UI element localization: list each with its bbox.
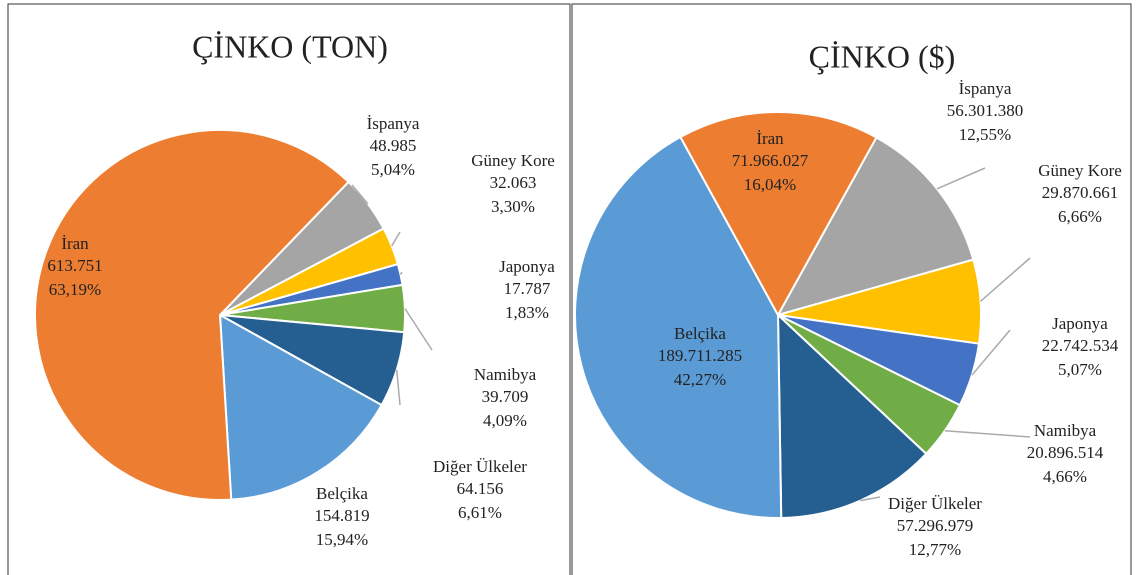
leader-line [391,231,401,247]
data-label-percent: 12,55% [959,125,1011,144]
data-label-name: İspanya [959,79,1012,98]
data-label-percent: 3,30% [491,197,535,216]
data-label-name: Japonya [1052,314,1108,333]
data-label-value: 29.870.661 [1042,183,1119,202]
leader-line [944,429,1031,438]
data-label-name: Belçika [316,484,368,503]
data-label-value: 64.156 [457,479,504,498]
leader-line [936,167,986,190]
chart-title: ÇİNKO (TON) [192,28,388,64]
data-label-value: 189.711.285 [658,346,742,365]
data-label-percent: 12,77% [909,540,961,559]
data-label-name: Güney Kore [1038,161,1122,180]
panel-border [571,3,1132,575]
data-label-percent: 5,07% [1058,360,1102,379]
data-label-percent: 5,04% [371,160,415,179]
leader-line [404,308,433,351]
data-label-percent: 15,94% [316,530,368,549]
data-label-name: Japonya [499,257,555,276]
data-label-name: Diğer Ülkeler [888,494,982,513]
data-label-percent: 6,61% [458,503,502,522]
pie-slice [679,111,878,318]
data-label-percent: 16,04% [744,175,796,194]
data-label-name: İran [756,129,784,148]
data-label-name: Güney Kore [471,151,555,170]
data-label-name: İspanya [367,114,420,133]
data-label-percent: 63,19% [49,280,101,299]
chart-title: ÇİNKO ($) [809,38,956,74]
data-label-percent: 42,27% [674,370,726,389]
data-label-value: 39.709 [482,387,529,406]
pie-slice [574,135,783,519]
data-label-percent: 4,09% [483,411,527,430]
data-label-value: 22.742.534 [1042,336,1119,355]
pie-slice [34,129,350,501]
data-label-value: 48.985 [370,136,417,155]
leader-line [971,329,1011,376]
data-label-value: 613.751 [47,256,102,275]
panel-border [7,3,571,575]
data-label-value: 154.819 [314,506,369,525]
pie-slice [776,312,928,519]
leader-line [399,271,403,275]
data-label-value: 20.896.514 [1027,443,1104,462]
pie-slice [218,313,383,501]
data-label-name: Namibya [474,365,537,384]
data-label-name: İran [61,234,89,253]
data-label-percent: 1,83% [505,303,549,322]
data-label-name: Namibya [1034,421,1097,440]
leader-line [980,257,1031,302]
leader-line [860,496,881,502]
data-label-value: 32.063 [490,173,537,192]
data-label-name: Diğer Ülkeler [433,457,527,476]
leader-line [351,184,369,205]
pie-slice [775,136,975,317]
data-label-value: 17.787 [504,279,551,298]
data-label-percent: 4,66% [1043,467,1087,486]
data-label-value: 71.966.027 [732,151,809,170]
data-label-percent: 6,66% [1058,207,1102,226]
data-label-name: Belçika [674,324,726,343]
data-label-value: 56.301.380 [947,101,1024,120]
leader-line [395,369,401,406]
data-label-value: 57.296.979 [897,516,974,535]
